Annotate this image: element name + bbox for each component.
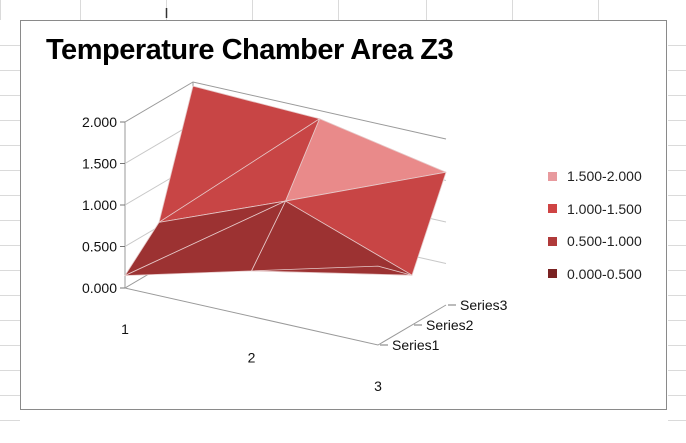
z-axis-ticks: 0.000 0.500 1.000 1.500 2.000: [82, 114, 125, 296]
z-tick-label-1: 0.500: [82, 239, 117, 255]
legend-item-1: 1.000-1.500: [548, 193, 678, 226]
x-tick-label-0: 1: [121, 321, 129, 337]
x-tick-label-1: 2: [248, 350, 256, 366]
legend-item-3: 0.000-0.500: [548, 258, 678, 291]
z-tick-label-4: 2.000: [82, 114, 117, 130]
x-axis-ticks: 1 2 3: [121, 321, 382, 394]
z-tick-label-0: 0.000: [82, 280, 117, 296]
z-tick-label-2: 1.000: [82, 197, 117, 213]
legend-label-0: 1.500-2.000: [567, 168, 642, 185]
legend-label-2: 0.500-1.000: [567, 233, 642, 250]
z-tick-label-3: 1.500: [82, 156, 117, 172]
legend-item-2: 0.500-1.000: [548, 225, 678, 258]
series-axis-ticks: Series1 Series2 Series3: [380, 297, 508, 353]
series-tick-label-0: Series1: [392, 337, 440, 353]
surface-facet-6: [124, 200, 286, 276]
surface-plot: [124, 85, 447, 276]
legend-label-1: 1.000-1.500: [567, 200, 642, 217]
surface-facet-7: [251, 265, 413, 276]
legend-label-3: 0.000-0.500: [567, 265, 642, 282]
legend-swatch-2: [548, 236, 557, 246]
chart-title: Temperature Chamber Area Z3: [46, 34, 454, 66]
floor-outline: [124, 287, 447, 346]
legend-swatch-0: [548, 171, 557, 181]
series-tick-label-2: Series3: [460, 297, 508, 313]
series-tick-label-1: Series2: [426, 317, 474, 333]
chart-legend: 1.500-2.000 1.000-1.500 0.500-1.000 0.000-0…: [548, 160, 678, 290]
x-tick-label-2: 3: [374, 378, 382, 394]
legend-swatch-1: [548, 204, 557, 214]
legend-swatch-3: [548, 269, 557, 279]
legend-item-0: 1.500-2.000: [548, 160, 678, 193]
